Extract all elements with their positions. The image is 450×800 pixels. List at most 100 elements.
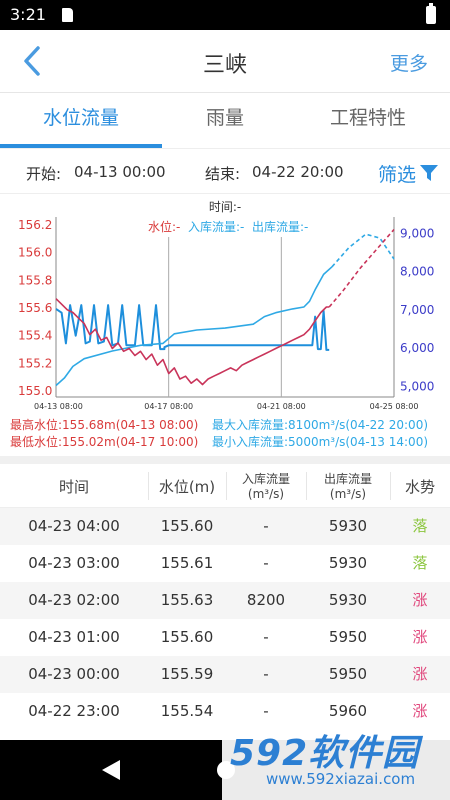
y-left-tick-label: 155.4	[18, 329, 52, 343]
min-inflow-text: 最小入库流量:5000m³/s(04-13 14:00)	[212, 435, 429, 449]
cell-outflow: 5930	[328, 517, 368, 535]
cell-level: 155.60	[160, 517, 214, 535]
cell-trend: 涨	[412, 702, 428, 720]
watermark-brand: 592软件园	[230, 733, 420, 774]
table-row[interactable]: 04-22 23:00 155.54 - 5960 涨	[0, 693, 450, 730]
table-row[interactable]: 04-23 04:00 155.60 - 5930 落	[0, 508, 450, 545]
watermark: 592软件园 www.592xiazai.com	[222, 718, 450, 800]
cell-inflow: -	[263, 702, 269, 720]
water-level-series-line	[55, 298, 330, 386]
cell-level: 155.61	[160, 554, 214, 572]
cell-inflow: -	[263, 628, 269, 646]
cell-trend: 涨	[412, 628, 428, 646]
x-tick-label: 04-13 08:00	[34, 402, 83, 411]
y-left-tick-label: 155.8	[18, 273, 52, 287]
filter-bar: 开始: 04-13 00:00 结束: 04-22 20:00 筛选	[0, 148, 450, 194]
status-time: 3:21	[10, 5, 46, 24]
table-row[interactable]: 04-23 01:00 155.60 - 5950 涨	[0, 619, 450, 656]
min-level-text: 最低水位:155.02m(04-17 10:00)	[10, 435, 199, 449]
cell-trend: 落	[412, 554, 428, 572]
cell-inflow: 8200	[246, 591, 286, 609]
cell-inflow: -	[263, 517, 269, 535]
tab-water-level-flow[interactable]: 水位流量	[42, 107, 119, 129]
max-level-text: 最高水位:155.68m(04-13 08:00)	[10, 418, 199, 432]
y-right-tick-label: 5,000	[400, 380, 434, 394]
table-row[interactable]: 04-23 00:00 155.59 - 5950 涨	[0, 656, 450, 693]
nav-back-icon[interactable]	[102, 760, 120, 780]
water-flow-chart: 时间:- 水位:- 入库流量:- 出库流量:- 156.2 156.0 155.8 155.6…	[0, 195, 450, 455]
max-inflow-text: 最大入库流量:8100m³/s(04-22 20:00)	[212, 418, 429, 432]
cell-outflow: 5950	[328, 665, 368, 683]
table-header: 时间 水位(m) 入库流量 (m³/s) 出库流量 (m³/s) 水势	[0, 464, 450, 508]
watermark-url: www.592xiazai.com	[266, 770, 416, 788]
tab-bar: 水位流量 雨量 工程特性	[0, 92, 450, 149]
more-button[interactable]: 更多	[389, 53, 428, 75]
cell-time: 04-23 03:00	[28, 554, 120, 572]
cell-trend: 涨	[412, 665, 428, 683]
y-left-tick-label: 156.2	[18, 218, 52, 232]
back-arrow-icon[interactable]	[18, 44, 48, 78]
legend-item: 入库流量:-	[188, 219, 244, 234]
extremes-panel: 最高水位:155.68m(04-13 08:00) 最低水位:155.02m(0…	[0, 414, 450, 474]
th-outflow: 出库流量 (m³/s)	[323, 471, 372, 501]
table-body: 04-23 04:00 155.60 - 5930 落 04-23 03:00 …	[0, 508, 450, 730]
y-left-tick-label: 156.0	[18, 246, 52, 260]
status-bar: 3:21	[0, 0, 450, 30]
header-divider	[148, 472, 149, 500]
tab-indicator	[0, 144, 162, 149]
outflow-series-line	[55, 304, 330, 351]
cell-outflow: 5930	[328, 591, 368, 609]
tab-engineering[interactable]: 工程特性	[329, 107, 406, 129]
y-left-tick-label: 155.2	[18, 356, 52, 370]
cell-time: 04-23 02:00	[28, 591, 120, 609]
funnel-icon[interactable]	[420, 164, 438, 182]
cell-outflow: 5930	[328, 554, 368, 572]
cell-level: 155.60	[160, 628, 214, 646]
table-row[interactable]: 04-23 02:00 155.63 8200 5930 涨	[0, 582, 450, 619]
filter-button[interactable]: 筛选	[377, 164, 416, 186]
cell-inflow: -	[263, 554, 269, 572]
battery-icon	[426, 3, 436, 24]
start-time-value[interactable]: 04-13 00:00	[74, 163, 166, 181]
cell-level: 155.63	[160, 591, 214, 609]
th-trend: 水势	[404, 477, 435, 496]
cell-time: 04-22 23:00	[28, 702, 120, 720]
chart-time-label: 时间:-	[209, 200, 241, 214]
x-tick-label: 04-21 08:00	[257, 402, 306, 411]
page-title: 三峡	[202, 53, 247, 78]
cell-time: 04-23 04:00	[28, 517, 120, 535]
x-tick-label: 04-17 08:00	[144, 402, 193, 411]
y-left-tick-label: 155.6	[18, 301, 52, 315]
header-divider	[226, 472, 227, 500]
th-inflow: 入库流量 (m³/s)	[241, 471, 290, 501]
cell-trend: 涨	[412, 591, 428, 609]
legend-item: 出库流量:-	[252, 219, 308, 234]
header-divider	[390, 472, 391, 500]
tab-rainfall[interactable]: 雨量	[205, 107, 244, 129]
y-right-tick-label: 9,000	[400, 226, 434, 240]
cell-level: 155.54	[160, 702, 214, 720]
end-label: 结束:	[205, 165, 241, 183]
start-label: 开始:	[26, 165, 62, 183]
cell-level: 155.59	[160, 665, 214, 683]
th-time: 时间	[58, 477, 89, 496]
water-level-forecast-line	[328, 228, 395, 308]
cell-outflow: 5960	[328, 702, 368, 720]
y-right-tick-label: 8,000	[400, 265, 434, 279]
cell-trend: 落	[412, 517, 428, 535]
cell-time: 04-23 00:00	[28, 665, 120, 683]
x-tick-label: 04-25 08:00	[370, 402, 419, 411]
th-level: 水位(m)	[158, 477, 216, 496]
inflow-forecast-line	[331, 233, 395, 268]
inflow-series-line	[55, 266, 333, 387]
y-left-tick-label: 155.0	[18, 384, 52, 398]
end-time-value[interactable]: 04-22 20:00	[252, 163, 344, 181]
legend-item: 水位:-	[148, 219, 180, 234]
cell-inflow: -	[263, 665, 269, 683]
sd-card-icon	[62, 8, 73, 22]
y-right-tick-label: 6,000	[400, 341, 434, 355]
cell-time: 04-23 01:00	[28, 628, 120, 646]
y-right-tick-label: 7,000	[400, 303, 434, 317]
table-row[interactable]: 04-23 03:00 155.61 - 5930 落	[0, 545, 450, 582]
header-divider	[306, 472, 307, 500]
